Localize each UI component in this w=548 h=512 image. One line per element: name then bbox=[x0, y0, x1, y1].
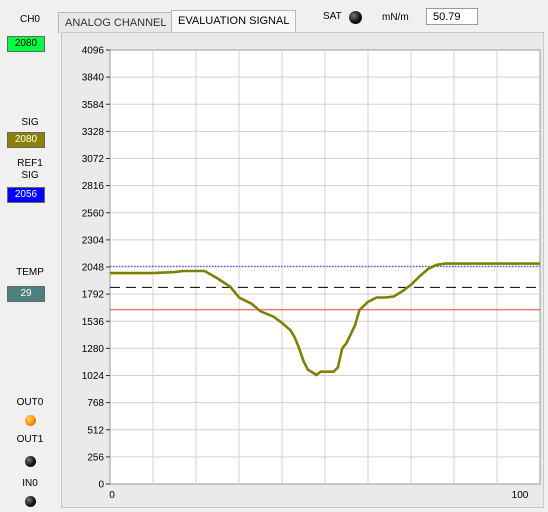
x-tick-label: 100 bbox=[512, 490, 529, 501]
y-tick-label: 4096 bbox=[82, 46, 105, 57]
y-tick-label: 512 bbox=[87, 425, 104, 436]
temp-label: TEMP bbox=[16, 267, 44, 278]
unit-value-field: 50.79 bbox=[426, 8, 478, 25]
sig-value: 2080 bbox=[7, 132, 45, 148]
y-tick-label: 1792 bbox=[82, 290, 105, 301]
y-tick-label: 3328 bbox=[82, 127, 105, 138]
y-tick-label: 0 bbox=[98, 480, 104, 491]
y-tick-label: 1280 bbox=[82, 344, 105, 355]
in0-label: IN0 bbox=[22, 478, 38, 489]
y-tick-label: 2304 bbox=[82, 235, 105, 246]
ref1-label: REF1 bbox=[17, 158, 43, 169]
ref1-value: 2056 bbox=[7, 187, 45, 203]
x-tick-label: 0 bbox=[109, 490, 115, 501]
out1-label: OUT1 bbox=[16, 434, 44, 445]
tab-analog-channel[interactable]: ANALOG CHANNEL bbox=[58, 12, 174, 33]
sat-label: SAT bbox=[323, 11, 342, 22]
tab-evaluation-signal[interactable]: EVALUATION SIGNAL bbox=[171, 10, 297, 34]
y-tick-label: 1536 bbox=[82, 317, 105, 328]
y-tick-label: 3072 bbox=[82, 154, 105, 165]
sig-label: SIG bbox=[21, 117, 39, 128]
out0-led-icon bbox=[25, 415, 36, 426]
out0-label: OUT0 bbox=[16, 397, 44, 408]
unit-label: mN/m bbox=[382, 12, 409, 23]
ch0-value: 2080 bbox=[7, 36, 45, 52]
y-tick-label: 3840 bbox=[82, 73, 105, 84]
y-tick-label: 2816 bbox=[82, 181, 105, 192]
y-tick-label: 3584 bbox=[82, 100, 105, 111]
y-tick-label: 1024 bbox=[82, 371, 105, 382]
temp-value: 29 bbox=[7, 286, 45, 302]
y-tick-label: 256 bbox=[87, 452, 104, 463]
signal-series-line bbox=[110, 262, 540, 377]
y-tick-label: 2560 bbox=[82, 208, 105, 219]
y-tick-label: 2048 bbox=[82, 263, 105, 274]
out1-led-icon bbox=[25, 456, 36, 467]
in0-led-icon bbox=[25, 496, 36, 507]
sat-led-icon bbox=[349, 11, 362, 24]
y-tick-label: 768 bbox=[87, 398, 104, 409]
ch0-label: CH0 bbox=[19, 14, 40, 25]
ref1-sig-label: SIG bbox=[21, 170, 39, 181]
evaluation-chart: 0 256 512 768 1024 1280 1536 1792 2048 2304 2560 28… bbox=[82, 46, 541, 501]
chart-area: 0 256 512 768 1024 1280 1536 1792 2048 2304 2560 28… bbox=[61, 32, 544, 508]
